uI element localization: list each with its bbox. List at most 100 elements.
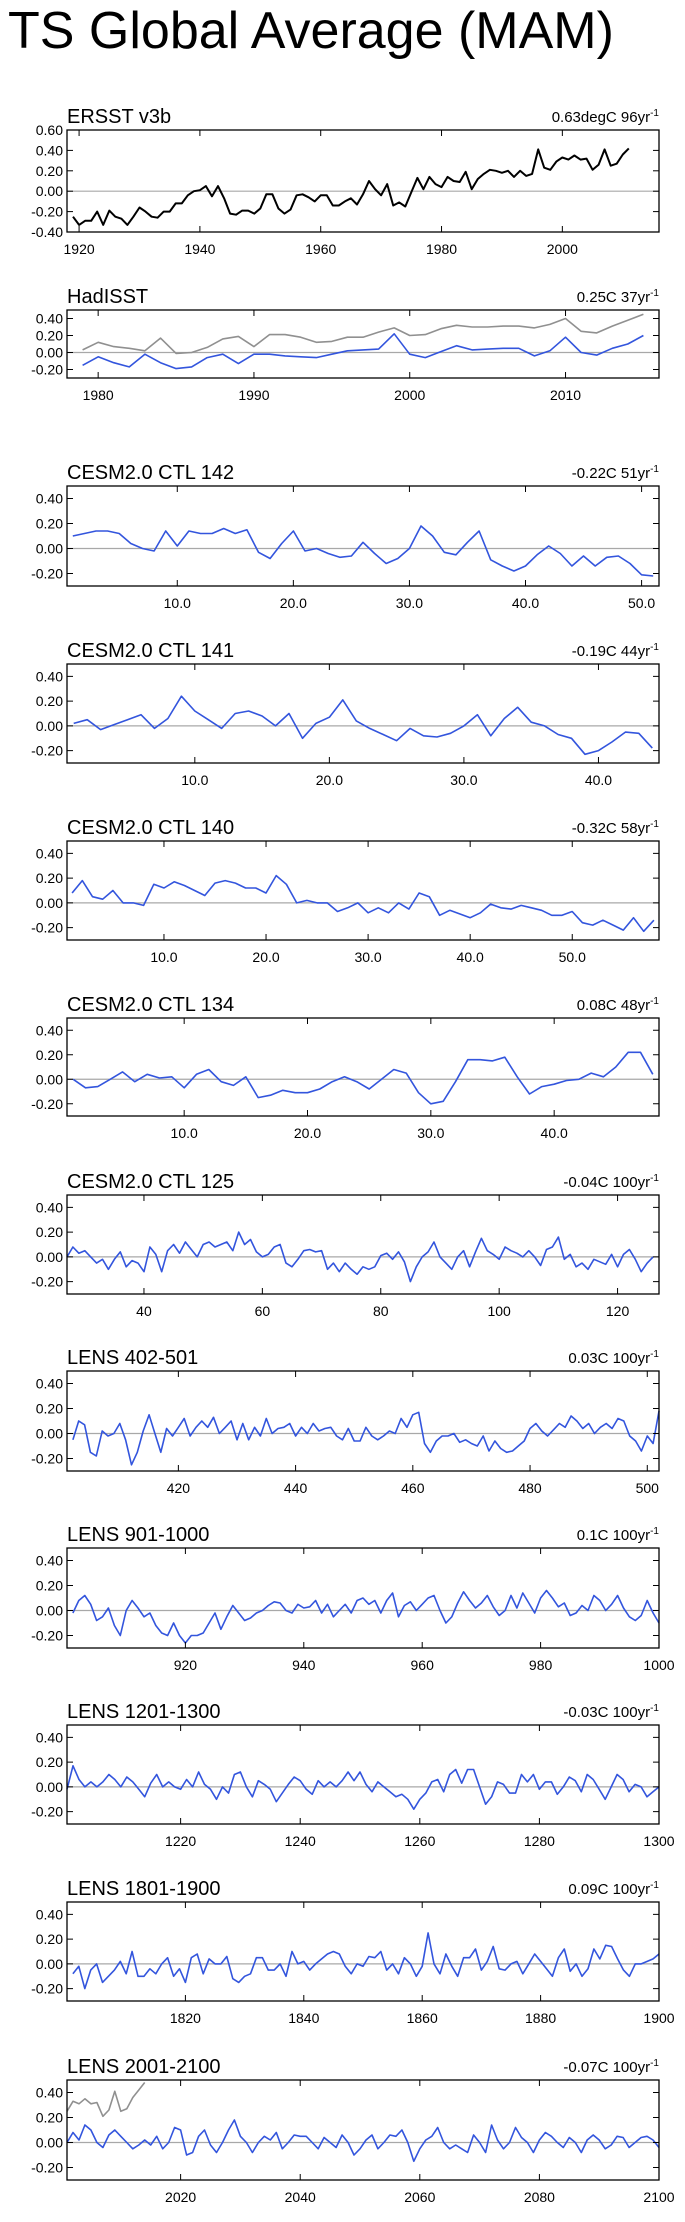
- x-tick-label: 40.0: [541, 1125, 568, 1141]
- trend-unit-exponent: -1: [650, 1173, 659, 1184]
- x-tick-label: 920: [174, 1657, 198, 1673]
- panel-title: HadISST: [67, 286, 148, 308]
- panel-title: CESM2.0 CTL 142: [67, 462, 234, 484]
- y-tick-label: 0.20: [36, 1754, 63, 1770]
- y-tick-label: 0.20: [36, 516, 63, 532]
- y-tick-label: 0.00: [36, 183, 63, 199]
- y-tick-label: 0.40: [36, 491, 63, 507]
- x-tick-label: 10.0: [171, 1125, 198, 1141]
- y-tick-label: 0.00: [36, 1071, 63, 1087]
- y-tick-label: -0.20: [31, 2160, 63, 2176]
- trend-label: -0.07C 100yr-1: [563, 2058, 659, 2076]
- y-tick-label: 0.20: [36, 1578, 63, 1594]
- y-tick-label: 0.40: [36, 142, 63, 158]
- x-tick-label: 1990: [238, 387, 269, 403]
- trend-unit-exponent: -1: [650, 1526, 659, 1537]
- x-tick-label: 1880: [525, 2010, 556, 2026]
- x-tick-label: 1260: [404, 1833, 435, 1849]
- trend-label: 0.25C 37yr-1: [577, 288, 660, 306]
- y-tick-label: 0.20: [36, 1224, 63, 1240]
- panel-frame: [66, 1194, 660, 1295]
- trend-label: 0.08C 48yr-1: [577, 996, 660, 1014]
- y-tick-label: 0.00: [36, 1426, 63, 1442]
- panel-frame: [66, 1901, 660, 2002]
- x-tick-label: 20.0: [252, 949, 279, 965]
- trend-label: -0.03C 100yr-1: [563, 1703, 659, 1721]
- y-tick-label: 0.40: [36, 1376, 63, 1392]
- trend-unit-exponent: -1: [650, 108, 659, 119]
- page-title: TS Global Average (MAM): [8, 2, 614, 60]
- series-line-model: [72, 1410, 660, 1466]
- x-tick-label: 420: [167, 1480, 191, 1496]
- y-tick-label: 0.00: [36, 1779, 63, 1795]
- y-tick-label: -0.20: [31, 1096, 63, 1112]
- x-tick-label: 2040: [285, 2189, 316, 2205]
- y-tick-label: 0.40: [36, 2085, 63, 2101]
- y-tick-label: 0.40: [36, 1729, 63, 1745]
- y-tick-label: -0.20: [31, 1274, 63, 1290]
- x-tick-label: 460: [401, 1480, 425, 1496]
- y-tick-label: 0.40: [36, 1906, 63, 1922]
- trend-unit-exponent: -1: [650, 819, 659, 830]
- y-tick-label: 0.00: [36, 718, 63, 734]
- series-line-model: [72, 525, 654, 577]
- x-tick-label: 50.0: [559, 949, 586, 965]
- trend-unit-exponent: -1: [650, 642, 659, 653]
- trend-label: 0.63degC 96yr-1: [552, 108, 660, 126]
- y-tick-label: -0.40: [31, 224, 63, 240]
- panel-frame: [66, 840, 660, 941]
- x-tick-label: 1980: [83, 387, 114, 403]
- trend-unit-exponent: -1: [650, 288, 659, 299]
- trend-value: 0.25C 37yr: [577, 289, 650, 306]
- panel-frame: [66, 1724, 660, 1825]
- x-tick-label: 2080: [524, 2189, 555, 2205]
- x-tick-label: 980: [529, 1657, 553, 1673]
- x-tick-label: 1840: [288, 2010, 319, 2026]
- panel-title: CESM2.0 CTL 140: [67, 817, 234, 839]
- panel-frame: [66, 309, 660, 379]
- panel-frame: [66, 2079, 660, 2181]
- y-tick-label: -0.20: [31, 566, 63, 582]
- y-tick-label: -0.20: [31, 1804, 63, 1820]
- panel-title: LENS 901-1000: [67, 1524, 209, 1546]
- panel-frame: [66, 485, 660, 587]
- series-line-model: [72, 1051, 654, 1105]
- y-tick-label: 0.00: [36, 1956, 63, 1972]
- panel-title: LENS 2001-2100: [67, 2056, 220, 2078]
- y-tick-label: 0.20: [36, 1047, 63, 1063]
- y-tick-label: 0.40: [36, 845, 63, 861]
- x-tick-label: 1940: [184, 241, 215, 257]
- x-tick-label: 2000: [394, 387, 425, 403]
- x-tick-label: 1220: [165, 1833, 196, 1849]
- y-tick-label: 0.40: [36, 1553, 63, 1569]
- x-tick-label: 30.0: [354, 949, 381, 965]
- panel-title: LENS 402-501: [67, 1347, 198, 1369]
- trend-value: -0.04C 100yr: [563, 1174, 650, 1191]
- x-tick-label: 10.0: [164, 595, 191, 611]
- y-tick-label: -0.20: [31, 1628, 63, 1644]
- trend-label: -0.04C 100yr-1: [563, 1173, 659, 1191]
- x-tick-label: 480: [518, 1480, 542, 1496]
- panel-title: LENS 1201-1300: [67, 1701, 220, 1723]
- y-tick-label: -0.20: [31, 1451, 63, 1467]
- series-line-model: [72, 1932, 660, 1990]
- y-tick-label: 0.00: [36, 895, 63, 911]
- x-tick-label: 20.0: [280, 595, 307, 611]
- x-tick-label: 1280: [524, 1833, 555, 1849]
- x-tick-label: 940: [292, 1657, 316, 1673]
- y-tick-label: -0.20: [31, 204, 63, 220]
- x-tick-label: 2060: [404, 2189, 435, 2205]
- trend-label: 0.1C 100yr-1: [577, 1526, 660, 1544]
- x-tick-label: 40.0: [585, 772, 612, 788]
- panel-frame: [66, 663, 660, 764]
- series-line-gray: [82, 313, 644, 355]
- trend-label: -0.32C 58yr-1: [572, 819, 660, 837]
- x-tick-label: 40: [136, 1303, 152, 1319]
- series-line-model: [82, 332, 644, 370]
- trend-label: -0.19C 44yr-1: [572, 642, 660, 660]
- x-tick-label: 1820: [170, 2010, 201, 2026]
- x-tick-label: 40.0: [457, 949, 484, 965]
- y-tick-label: 0.00: [36, 541, 63, 557]
- trend-unit-exponent: -1: [650, 1703, 659, 1714]
